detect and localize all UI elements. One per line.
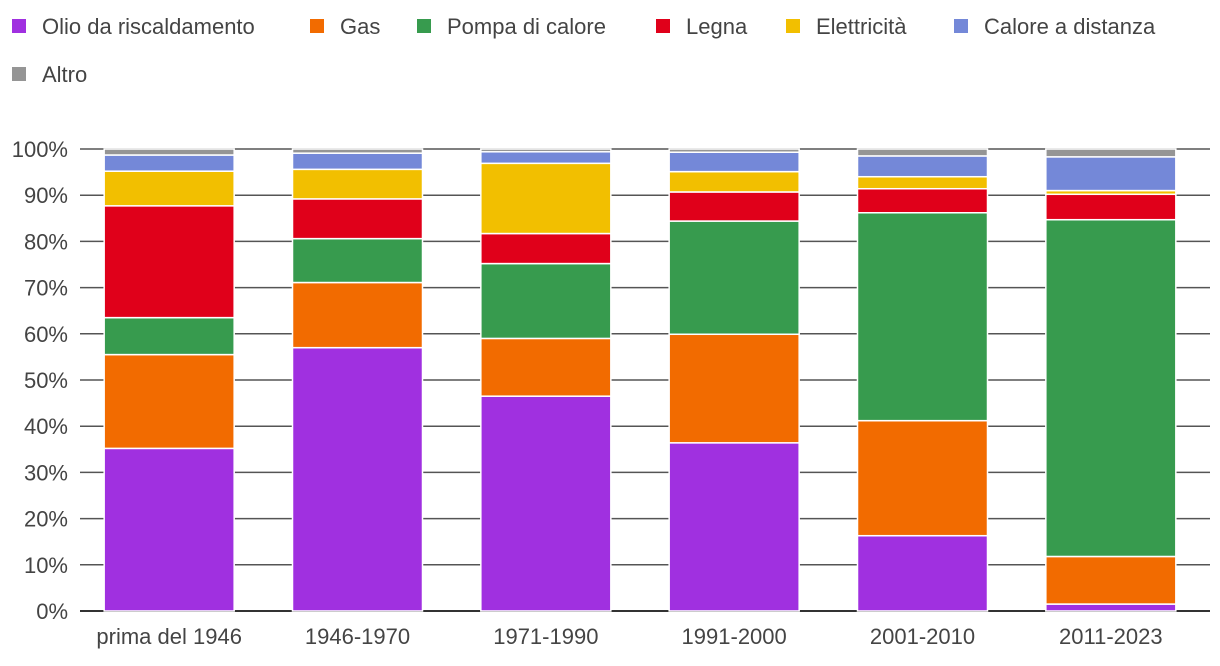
bar-segment-elettricita (668, 170, 800, 193)
x-tick-label: 1991-2000 (682, 624, 787, 649)
legend-label: Calore a distanza (984, 14, 1156, 39)
legend-swatch (310, 19, 324, 33)
bar-segment-legna (291, 198, 424, 240)
y-tick-label: 70% (24, 276, 68, 301)
bars (103, 148, 1177, 612)
bar-segment-pompa-di-calore (1045, 218, 1177, 558)
x-tick-label: prima del 1946 (96, 624, 242, 649)
bar-segment-calore-a-distanza (291, 152, 424, 171)
bar-segment-altro (1045, 148, 1177, 158)
bar-segment-olio-da-riscaldamento (856, 534, 989, 612)
bar-segment-calore-a-distanza (103, 154, 235, 172)
bar-segment-pompa-di-calore (856, 212, 989, 422)
x-tick-label: 2011-2023 (1059, 624, 1163, 649)
y-tick-label: 10% (24, 553, 68, 578)
bar-segment-elettricita (856, 175, 989, 190)
bar-segment-elettricita (480, 162, 612, 235)
bar-segment-gas (856, 419, 989, 537)
bar-segment-calore-a-distanza (856, 155, 989, 178)
gridlines (80, 148, 1210, 612)
bar-segment-legna (1045, 193, 1177, 221)
legend-item-olio-da-riscaldamento: Olio da riscaldamento (12, 14, 255, 39)
bar-segment-legna (480, 232, 612, 265)
legend-label: Legna (686, 14, 748, 39)
y-tick-label: 60% (24, 322, 68, 347)
legend: Olio da riscaldamento Gas Pompa di calore L… (12, 14, 1156, 87)
bar-segment-pompa-di-calore (480, 262, 612, 340)
x-axis: prima del 1946 1946-1970 1971-1990 1991-200… (96, 624, 1162, 649)
legend-item-gas: Gas (310, 14, 380, 39)
legend-item-elettricita: Elettricità (786, 14, 907, 39)
legend-swatch (12, 19, 26, 33)
legend-label: Gas (340, 14, 380, 39)
bar-segment-altro (480, 148, 612, 153)
y-tick-label: 80% (24, 229, 68, 254)
y-tick-label: 20% (24, 507, 68, 532)
legend-label: Pompa di calore (447, 14, 606, 39)
bar-segment-gas (1045, 555, 1177, 605)
legend-item-calore-a-distanza: Calore a distanza (954, 14, 1156, 39)
bar-segment-pompa-di-calore (668, 220, 800, 336)
y-tick-label: 40% (24, 414, 68, 439)
x-tick-label: 1946-1970 (305, 624, 410, 649)
y-tick-label: 50% (24, 368, 68, 393)
bar-segment-legna (856, 187, 989, 214)
bar-segment-pompa-di-calore (103, 316, 235, 356)
bar-segment-altro (291, 148, 424, 154)
bar-segment-gas (668, 333, 800, 444)
bar-segment-gas (480, 337, 612, 397)
legend-label: Olio da riscaldamento (42, 14, 255, 39)
y-tick-label: 90% (24, 183, 68, 208)
legend-swatch (786, 19, 800, 33)
bar-segment-olio-da-riscaldamento (291, 346, 424, 612)
bar-segment-calore-a-distanza (1045, 156, 1177, 192)
legend-swatch (12, 67, 26, 81)
bar-segment-calore-a-distanza (668, 151, 800, 173)
legend-item-altro: Altro (12, 62, 87, 87)
y-tick-label: 30% (24, 460, 68, 485)
bar-segment-pompa-di-calore (291, 237, 424, 284)
legend-item-pompa-di-calore: Pompa di calore (417, 14, 606, 39)
bar-segment-olio-da-riscaldamento (103, 447, 235, 612)
bar-segment-legna (668, 191, 800, 222)
y-axis: 0% 10% 20% 30% 40% 50% 60% 70% 80% 90% 100% (12, 137, 68, 624)
bar-segment-gas (103, 353, 235, 450)
y-tick-label: 0% (36, 599, 68, 624)
bar-segment-elettricita (291, 168, 424, 200)
y-tick-label: 100% (12, 137, 68, 162)
legend-label: Elettricità (816, 14, 907, 39)
legend-item-legna: Legna (656, 14, 748, 39)
bar-segment-olio-da-riscaldamento (1045, 603, 1177, 612)
x-tick-label: 1971-1990 (493, 624, 598, 649)
bar-segment-elettricita (103, 170, 235, 207)
bar-segment-calore-a-distanza (480, 151, 612, 165)
legend-swatch (954, 19, 968, 33)
bar-segment-olio-da-riscaldamento (668, 442, 800, 612)
bar-segment-legna (103, 205, 235, 319)
legend-swatch (417, 19, 431, 33)
bar-segment-altro (103, 148, 235, 156)
bar-segment-altro (668, 148, 800, 153)
bar-segment-olio-da-riscaldamento (480, 395, 612, 612)
bar-segment-gas (291, 281, 424, 349)
legend-swatch (656, 19, 670, 33)
bar-segment-altro (856, 148, 989, 157)
x-tick-label: 2001-2010 (870, 624, 975, 649)
legend-label: Altro (42, 62, 87, 87)
